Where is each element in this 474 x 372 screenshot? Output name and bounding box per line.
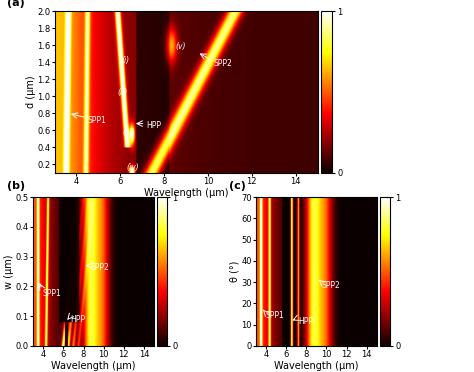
Text: HPP: HPP: [298, 317, 313, 326]
Text: SPP2: SPP2: [91, 263, 109, 272]
Text: SPP2: SPP2: [213, 60, 232, 68]
Text: (b): (b): [7, 181, 25, 191]
Text: (iii): (iii): [122, 128, 135, 137]
Text: (ii): (ii): [117, 87, 127, 97]
Text: SPP2: SPP2: [322, 281, 341, 290]
Y-axis label: d (μm): d (μm): [26, 76, 36, 108]
Y-axis label: θ (°): θ (°): [230, 261, 240, 282]
X-axis label: Wavelength (μm): Wavelength (μm): [274, 360, 359, 371]
Text: SPP1: SPP1: [87, 116, 106, 125]
Text: (a): (a): [7, 0, 25, 8]
Text: HPP: HPP: [146, 121, 162, 130]
Text: (i): (i): [121, 56, 129, 65]
Text: (iv): (iv): [127, 163, 139, 171]
Text: SPP1: SPP1: [43, 289, 61, 298]
Text: HPP: HPP: [71, 315, 86, 324]
X-axis label: Wavelength (μm): Wavelength (μm): [144, 187, 228, 198]
Text: SPP1: SPP1: [265, 311, 284, 320]
Text: (c): (c): [229, 181, 246, 191]
Y-axis label: w (μm): w (μm): [4, 254, 14, 289]
Text: (v): (v): [175, 42, 186, 51]
X-axis label: Wavelength (μm): Wavelength (μm): [51, 360, 136, 371]
